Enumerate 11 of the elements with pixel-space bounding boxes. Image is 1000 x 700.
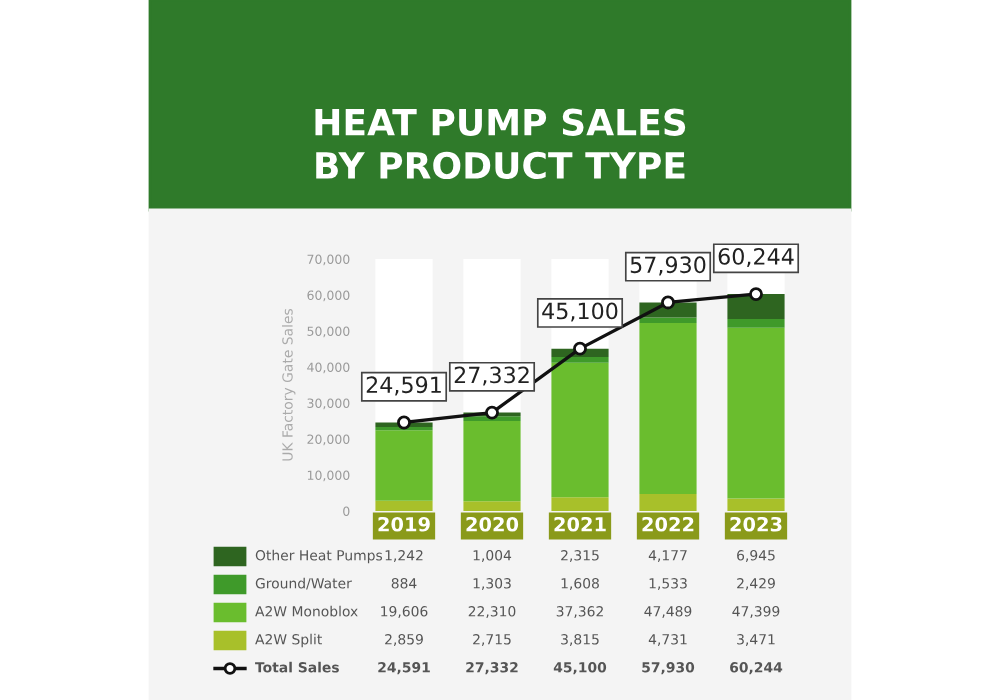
x-tick-label: 2020	[466, 516, 519, 532]
x-tick-label: 2022	[642, 516, 694, 532]
chart-title: HEAT PUMP SALES BY PRODUCT TYPE	[315, 108, 686, 180]
text: 45,100	[542, 302, 618, 322]
text: 27,332	[454, 366, 529, 386]
x-tick-label: 2023	[730, 516, 782, 532]
x-tick-label: 2019	[378, 516, 430, 532]
text: 60,244	[718, 248, 794, 268]
text: 24,591	[366, 376, 441, 396]
text: 57,930	[630, 256, 706, 276]
x-tick-label: 2021	[554, 516, 606, 532]
